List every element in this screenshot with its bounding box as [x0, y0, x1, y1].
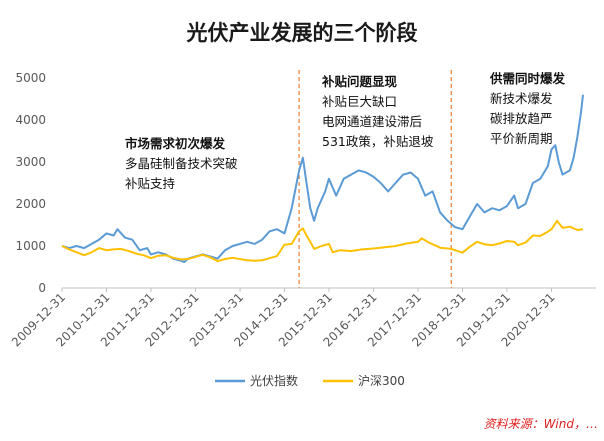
annotation-stage-3-line-1: 新技术爆发 — [490, 91, 553, 106]
annotation-stage-2-heading: 补贴问题显现 — [321, 74, 398, 89]
annotation-stage-2-line-2: 电网通道建设滞后 — [322, 114, 422, 129]
annotation-stage-1-heading: 市场需求初次爆发 — [125, 136, 226, 151]
legend-label-series-2: 沪深300 — [358, 374, 405, 388]
y-tick-label: 1000 — [15, 239, 46, 253]
x-axis: 2009-12-312010-12-312011-12-312012-12-31… — [9, 287, 596, 349]
series-line-2 — [61, 219, 584, 263]
annotation-stage-3: 供需同时爆发 新技术爆发 碳排放趋严 平价新周期 — [489, 71, 566, 146]
y-tick-label: 5000 — [15, 71, 46, 85]
legend: 光伏指数 沪深300 — [215, 373, 405, 388]
stage-dividers — [298, 70, 452, 288]
y-tick-label: 3000 — [15, 155, 46, 169]
annotation-stage-3-line-2: 碳排放趋严 — [490, 111, 553, 126]
series-group — [61, 94, 584, 263]
annotation-stage-1-line-2: 补贴支持 — [125, 176, 175, 191]
annotation-stage-2-line-3: 531政策，补贴退坡 — [322, 134, 434, 149]
legend-label-series-1: 光伏指数 — [250, 373, 298, 388]
annotation-stage-1: 市场需求初次爆发 多晶硅制备技术突破 补贴支持 — [125, 136, 238, 191]
chart-title: 光伏产业发展的三个阶段 — [186, 21, 418, 45]
y-tick-label: 0 — [38, 281, 46, 295]
annotation-stage-3-heading: 供需同时爆发 — [489, 71, 566, 86]
y-axis: 0 1000 2000 3000 4000 5000 — [15, 71, 46, 295]
annotation-stage-2: 补贴问题显现 补贴巨大缺口 电网通道建设滞后 531政策，补贴退坡 — [321, 74, 434, 149]
source-text: 资料来源：Wind，… — [484, 417, 598, 431]
annotation-stage-1-line-1: 多晶硅制备技术突破 — [125, 156, 238, 171]
y-tick-label: 4000 — [15, 113, 46, 127]
series-line-1 — [61, 94, 584, 263]
y-tick-label: 2000 — [15, 197, 46, 211]
annotation-stage-2-line-1: 补贴巨大缺口 — [322, 94, 397, 109]
annotation-stage-3-line-3: 平价新周期 — [490, 131, 553, 146]
